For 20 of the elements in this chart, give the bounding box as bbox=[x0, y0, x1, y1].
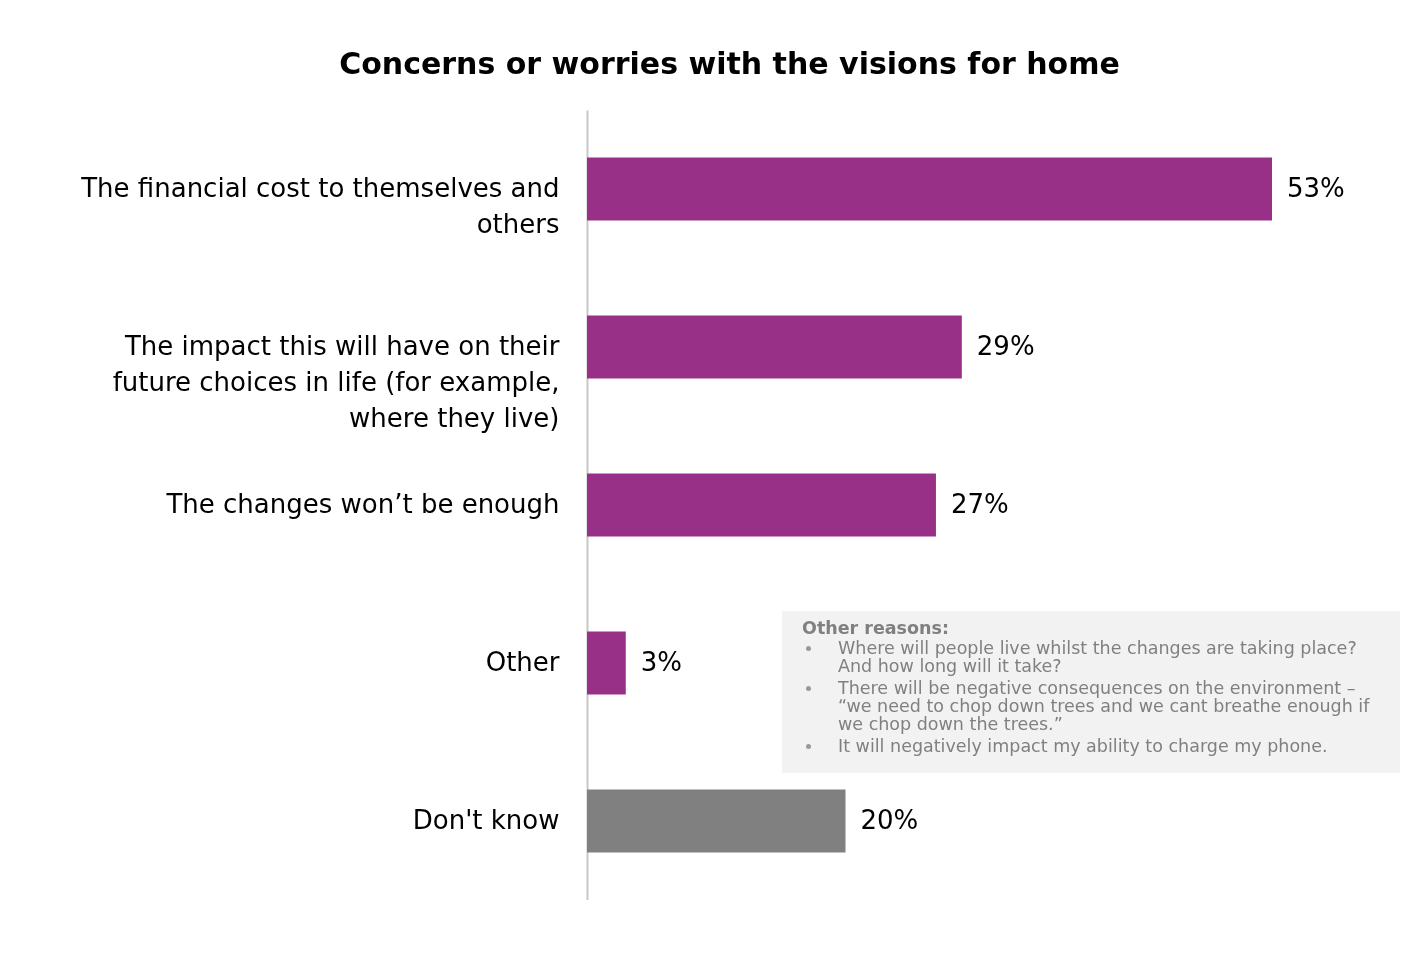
y-tick-label: The impact this will have on their future choices in life (for example, where they live) bbox=[112, 331, 560, 433]
bar bbox=[587, 157, 1272, 221]
bar bbox=[587, 631, 626, 695]
data-label: 27% bbox=[950, 489, 1009, 519]
bar bbox=[587, 789, 846, 853]
annotation: Other reasons: bbox=[802, 618, 950, 638]
y-tick-label: The changes won’t be enough bbox=[165, 489, 560, 519]
data-label: 20% bbox=[860, 805, 919, 835]
chart-title: Concerns or worries with the visions for home bbox=[339, 46, 1120, 81]
annotation: Where will people live whilst the changes are taking place? And how long will it take? bbox=[838, 638, 1358, 676]
y-tick-label: Other bbox=[485, 647, 560, 677]
annotation: It will negatively impact my ability to charge my phone. bbox=[838, 736, 1329, 756]
y-tick-label: Don't know bbox=[412, 805, 560, 835]
y-tick-label: The financial cost to themselves and others bbox=[80, 173, 560, 239]
data-label: 29% bbox=[976, 331, 1035, 361]
annotation: There will be negative consequences on the environment – “we need to chop down trees and we cant breathe enough if we chop down the trees.” bbox=[838, 678, 1371, 734]
bar bbox=[587, 315, 962, 379]
bar bbox=[587, 473, 936, 537]
data-label: 3% bbox=[640, 647, 683, 677]
data-label: 53% bbox=[1287, 173, 1345, 203]
